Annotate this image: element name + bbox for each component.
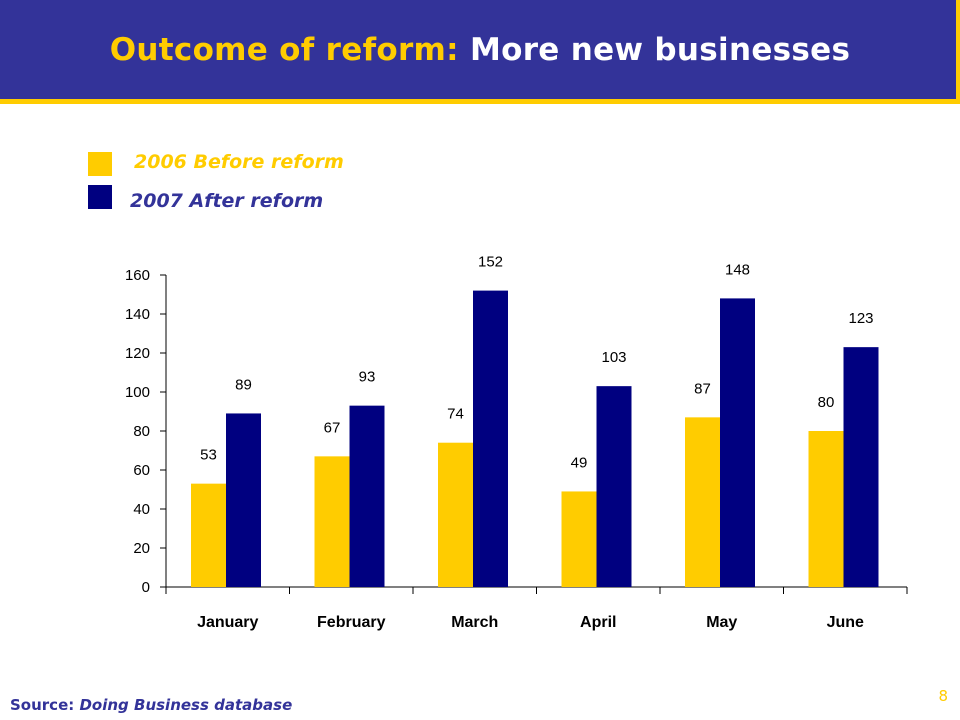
bar-before	[808, 431, 844, 587]
source-label: Source:	[10, 696, 75, 714]
x-category-label: January	[197, 614, 258, 631]
bar-after	[473, 290, 508, 587]
data-label-before: 80	[818, 394, 835, 411]
title-highlight: Outcome of reform:	[109, 32, 459, 68]
y-tick-label: 80	[133, 423, 150, 440]
data-label-before: 87	[694, 380, 711, 397]
data-label-after: 123	[848, 310, 873, 327]
title-main: More new businesses	[469, 32, 851, 68]
bar-before	[438, 442, 473, 587]
data-label-before: 49	[571, 454, 588, 471]
y-tick-label: 20	[133, 540, 150, 557]
data-label-before: 53	[200, 447, 217, 464]
data-label-after: 89	[235, 376, 252, 393]
y-tick-label: 40	[133, 501, 150, 518]
title-banner	[0, 0, 960, 104]
page-number: 8	[938, 687, 948, 705]
legend-swatch-after	[88, 185, 112, 209]
bar-before	[685, 417, 720, 587]
data-label-after: 152	[478, 254, 503, 271]
y-tick-label: 100	[125, 384, 150, 401]
bar-before	[561, 491, 597, 587]
y-tick-label: 60	[133, 462, 150, 479]
bar-after	[226, 413, 261, 587]
bar-after	[843, 347, 879, 587]
x-category-label: March	[451, 614, 498, 631]
bars	[191, 290, 879, 587]
x-category-label: April	[580, 614, 616, 631]
y-tick-label: 140	[125, 306, 150, 323]
legend-label-after: 2007 After reform	[130, 190, 324, 212]
data-label-before: 74	[447, 406, 464, 423]
bar-after	[596, 386, 632, 587]
page-title: Outcome of reform: More new businesses	[0, 32, 960, 68]
legend-label-before: 2006 Before reform	[134, 151, 344, 173]
y-tick-label: 160	[125, 267, 150, 284]
bar-after	[349, 405, 385, 587]
source-value: Doing Business database	[79, 696, 293, 714]
data-labels: 53 89 67 93 74 152 49 103 87 148 80 123	[200, 254, 873, 472]
data-label-before: 67	[324, 419, 341, 436]
source-note: Source: Doing Business database	[10, 696, 292, 714]
bar-after	[720, 298, 755, 587]
y-axis: 0 20 40 60 80 100 120 140 160	[125, 267, 167, 596]
y-tick-label: 0	[142, 579, 150, 596]
data-label-after: 103	[601, 349, 626, 366]
bar-before	[314, 456, 350, 587]
y-tick-label: 120	[125, 345, 150, 362]
legend-swatch-before	[88, 152, 112, 176]
bar-chart: 0 20 40 60 80 100 120 140 160 January February Mar…	[125, 254, 908, 631]
data-label-after: 93	[359, 369, 376, 386]
x-category-label: June	[827, 614, 864, 631]
x-category-label: May	[706, 614, 737, 631]
x-category-label: February	[317, 614, 386, 631]
x-axis: January February March April May June	[165, 586, 908, 631]
bar-before	[191, 483, 226, 587]
data-label-after: 148	[725, 261, 750, 278]
